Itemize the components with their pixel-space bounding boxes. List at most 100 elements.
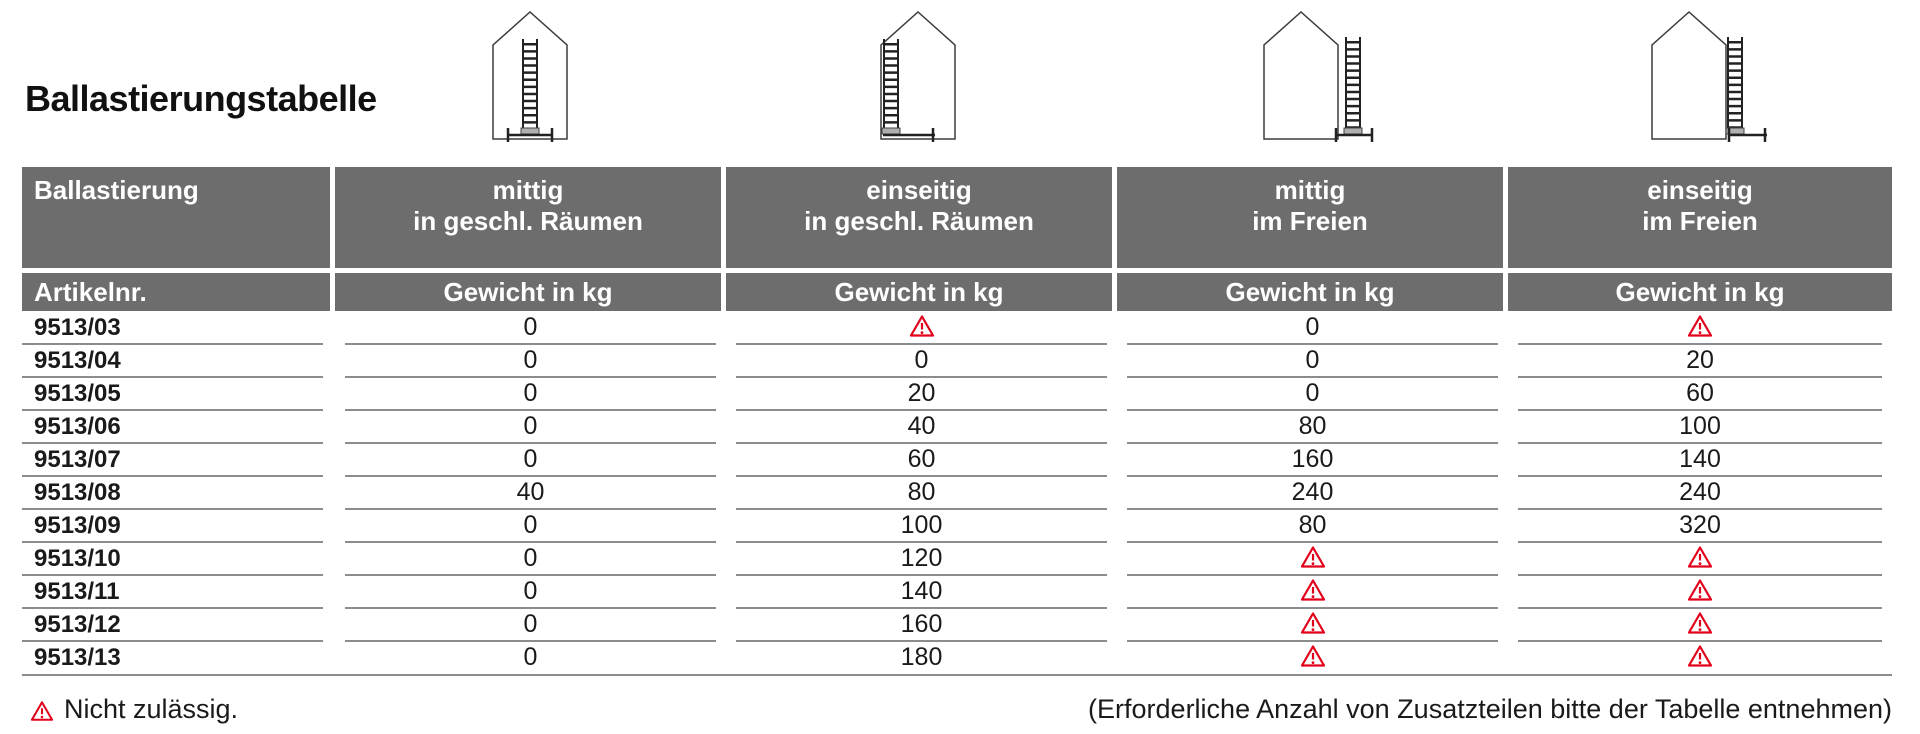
weight-value-cell: 0 [335, 608, 726, 642]
column-header-gewicht-3: Gewicht in kg [1117, 273, 1508, 311]
weight-value-cell: 120 [726, 542, 1117, 576]
table-row: 9513/07 0 60 160 140 [22, 443, 1892, 477]
article-number-cell: 9513/08 [22, 476, 335, 510]
table-row: 9513/06 0 40 80 100 [22, 410, 1892, 444]
weight-value-cell: 140 [726, 575, 1117, 609]
weight-value-cell: 0 [335, 542, 726, 576]
group-header-line2: in geschl. Räumen [413, 206, 643, 236]
weight-value-cell: 140 [1508, 443, 1892, 477]
group-header-ballastierung: Ballastierung [22, 167, 335, 268]
footer-note: (Erforderliche Anzahl von Zusatzteilen b… [1088, 694, 1892, 724]
group-header-line1: mittig [1274, 175, 1346, 205]
warning-icon [1300, 578, 1326, 602]
not-permitted-cell [1508, 311, 1892, 345]
house-ladder-one-sided-outdoor-icon [1651, 10, 1767, 142]
weight-value-cell: 80 [726, 476, 1117, 510]
weight-value-cell: 60 [726, 443, 1117, 477]
column-header-artikelnr: Artikelnr. [22, 273, 335, 311]
weight-value-cell: 80 [1117, 509, 1508, 543]
article-number-cell: 9513/11 [22, 575, 335, 609]
weight-value-cell: 0 [335, 344, 726, 378]
group-header-line2: im Freien [1642, 206, 1758, 236]
house-ladder-centered-indoor-icon [492, 10, 568, 142]
weight-value-cell: 240 [1117, 476, 1508, 510]
house-ladder-one-sided-indoor-icon [880, 10, 956, 142]
table-sub-header: Artikelnr. Gewicht in kg Gewicht in kg G… [22, 273, 1892, 311]
weight-value-cell: 160 [1117, 443, 1508, 477]
warning-icon [1687, 611, 1713, 635]
weight-value-cell: 160 [726, 608, 1117, 642]
group-header-einseitig-outdoor: einseitig im Freien [1508, 167, 1892, 268]
group-header-line1: einseitig [866, 175, 972, 205]
table-row: 9513/12 0 160 [22, 608, 1892, 642]
not-permitted-cell [1508, 641, 1892, 674]
weight-value-cell: 320 [1508, 509, 1892, 543]
table-group-header: Ballastierung mittig in geschl. Räumen e… [22, 167, 1892, 268]
warning-icon [1687, 545, 1713, 569]
weight-value-cell: 0 [335, 311, 726, 345]
weight-value-cell: 0 [1117, 344, 1508, 378]
column-header-gewicht-4: Gewicht in kg [1508, 273, 1892, 311]
table-row: 9513/05 0 20 0 60 [22, 377, 1892, 411]
weight-value-cell: 100 [726, 509, 1117, 543]
table-body: 9513/03 0 0 9513/04 0 0 0 20 9513/05 0 20 0 60 9513/0… [22, 311, 1892, 676]
group-header-line1: mittig [492, 175, 564, 205]
article-number-cell: 9513/12 [22, 608, 335, 642]
weight-value-cell: 20 [726, 377, 1117, 411]
weight-value-cell: 0 [1117, 377, 1508, 411]
table-row: 9513/03 0 0 [22, 311, 1892, 345]
not-permitted-cell [1117, 542, 1508, 576]
legend: Nicht zulässig. [30, 694, 238, 725]
article-number-cell: 9513/09 [22, 509, 335, 543]
weight-value-cell: 0 [335, 575, 726, 609]
page-title: Ballastierungstabelle [25, 78, 377, 119]
warning-icon [909, 314, 935, 338]
not-permitted-cell [1117, 641, 1508, 674]
weight-value-cell: 40 [335, 476, 726, 510]
group-header-einseitig-indoor: einseitig in geschl. Räumen [726, 167, 1117, 268]
not-permitted-cell [1117, 608, 1508, 642]
article-number-cell: 9513/07 [22, 443, 335, 477]
weight-value-cell: 40 [726, 410, 1117, 444]
weight-value-cell: 80 [1117, 410, 1508, 444]
legend-text: Nicht zulässig. [64, 694, 239, 724]
article-number-cell: 9513/10 [22, 542, 335, 576]
weight-value-cell: 20 [1508, 344, 1892, 378]
ballast-table: Ballastierung mittig in geschl. Räumen e… [22, 167, 1892, 676]
warning-icon [1300, 545, 1326, 569]
not-permitted-cell [726, 311, 1117, 345]
group-header-line2: in geschl. Räumen [804, 206, 1034, 236]
weight-value-cell: 60 [1508, 377, 1892, 411]
article-number-cell: 9513/03 [22, 311, 335, 345]
not-permitted-cell [1508, 608, 1892, 642]
not-permitted-cell [1117, 575, 1508, 609]
article-number-cell: 9513/04 [22, 344, 335, 378]
warning-icon [1300, 611, 1326, 635]
table-row: 9513/11 0 140 [22, 575, 1892, 609]
table-row: 9513/04 0 0 0 20 [22, 344, 1892, 378]
article-number-cell: 9513/05 [22, 377, 335, 411]
not-permitted-cell [1508, 575, 1892, 609]
group-header-line1: einseitig [1647, 175, 1753, 205]
article-number-cell: 9513/06 [22, 410, 335, 444]
weight-value-cell: 180 [900, 643, 943, 671]
warning-icon [1687, 578, 1713, 602]
warning-icon [1300, 644, 1326, 668]
column-header-gewicht-2: Gewicht in kg [726, 273, 1117, 311]
group-header-mittig-outdoor: mittig im Freien [1117, 167, 1508, 268]
group-header-line2: im Freien [1252, 206, 1368, 236]
house-ladder-centered-outdoor-icon [1263, 10, 1374, 142]
article-number-cell: 9513/13 [34, 644, 121, 671]
not-permitted-cell [1508, 542, 1892, 576]
weight-value-cell: 0 [1117, 311, 1508, 345]
table-row: 9513/10 0 120 [22, 542, 1892, 576]
weight-value-cell: 0 [335, 443, 726, 477]
table-row: 9513/09 0 100 80 320 [22, 509, 1892, 543]
column-header-gewicht-1: Gewicht in kg [335, 273, 726, 311]
warning-icon [30, 700, 54, 722]
weight-value-cell: 0 [726, 344, 1117, 378]
weight-value-cell: 0 [523, 643, 538, 671]
weight-value-cell: 240 [1508, 476, 1892, 510]
warning-icon [1687, 644, 1713, 668]
